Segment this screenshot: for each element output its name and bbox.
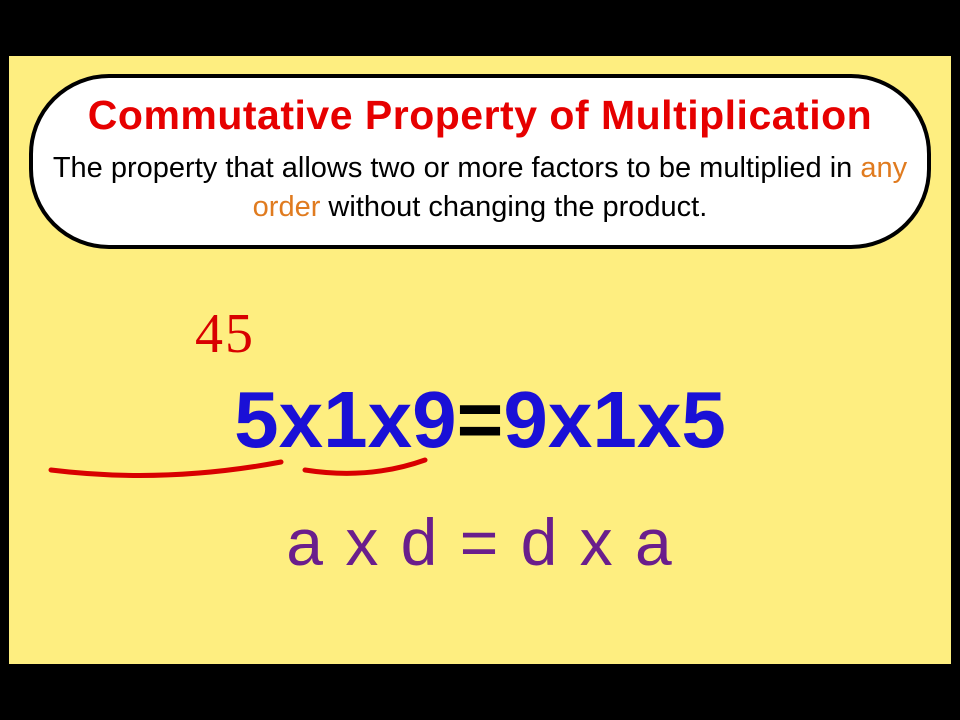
equation-token: x bbox=[279, 374, 324, 466]
equation-token: x bbox=[548, 374, 593, 466]
equation-token: x bbox=[368, 374, 413, 466]
numeric-equation: 5 x 1 x 9 = 9 x 1 x 5 bbox=[9, 374, 951, 466]
algebra-equation: a x d = d x a bbox=[9, 504, 951, 580]
equation-token: 9 bbox=[412, 374, 457, 466]
slide-subtitle: The property that allows two or more fac… bbox=[43, 149, 917, 227]
equation-token: 5 bbox=[234, 374, 279, 466]
subtitle-part-1: The property that allows two or more fac… bbox=[53, 152, 861, 184]
equation-token: 9 bbox=[503, 374, 548, 466]
handwritten-annotation: 45 bbox=[195, 302, 255, 366]
equation-token: = bbox=[457, 374, 504, 466]
equation-token: 5 bbox=[681, 374, 726, 466]
equation-token: 1 bbox=[323, 374, 368, 466]
equation-token: x bbox=[637, 374, 682, 466]
title-box: Commutative Property of Multiplication T… bbox=[29, 74, 931, 249]
subtitle-part-2: without changing the product. bbox=[320, 191, 707, 223]
equation-token: 1 bbox=[592, 374, 637, 466]
slide: Commutative Property of Multiplication T… bbox=[6, 53, 954, 667]
slide-title: Commutative Property of Multiplication bbox=[43, 92, 917, 139]
